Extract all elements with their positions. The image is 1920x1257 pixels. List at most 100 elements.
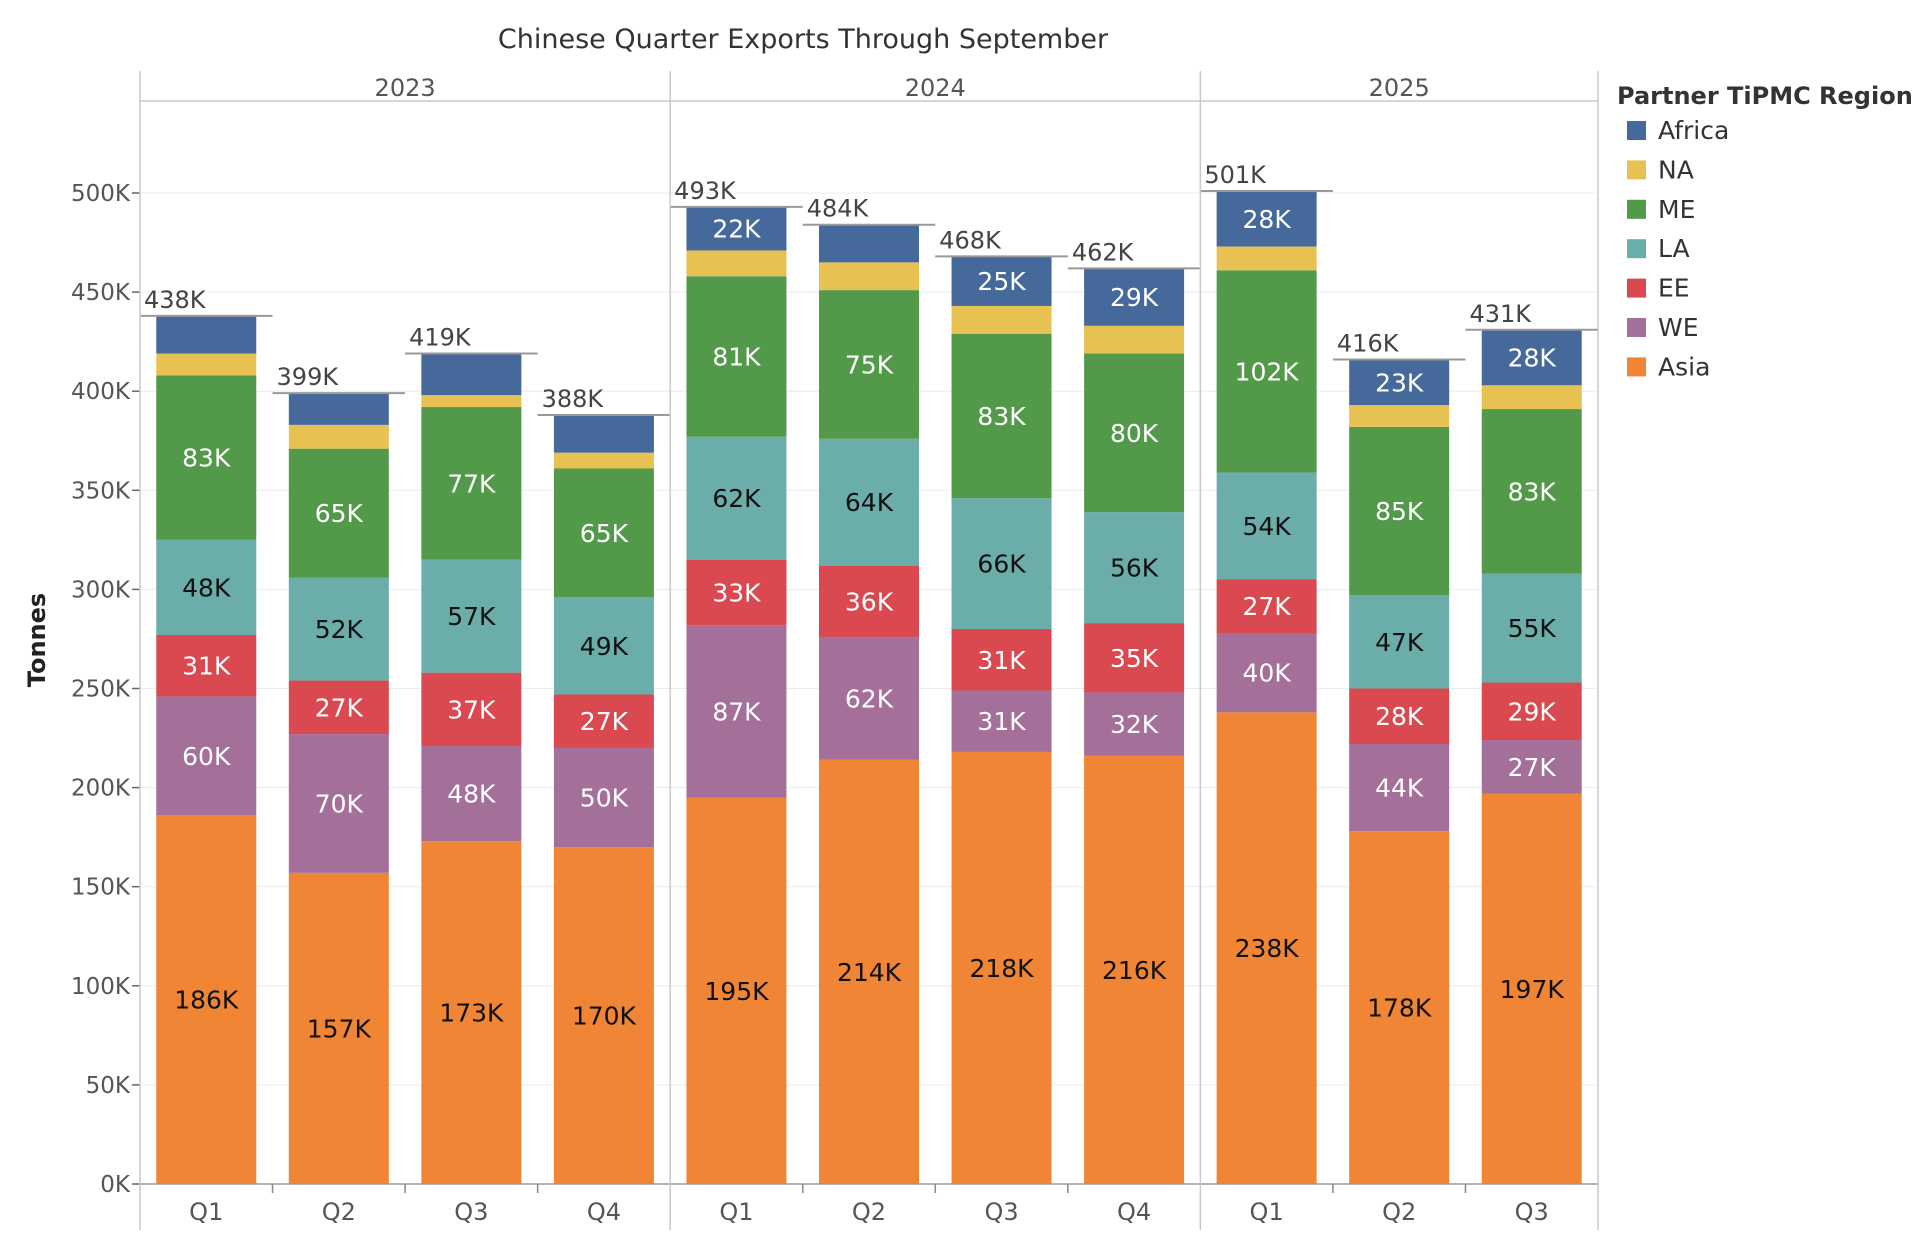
- bar-stack: 157K 70K 27K 52K 65K 399K: [272, 363, 406, 1184]
- bar-segment-me: [951, 333, 1052, 499]
- bar-segment-asia: [1084, 755, 1185, 1184]
- bar-stack: 173K 48K 37K 57K 77K 419K: [405, 324, 538, 1184]
- segment-label: 87K: [712, 697, 761, 726]
- y-tick-label: 0K: [100, 1172, 131, 1198]
- segment-label: 37K: [447, 695, 496, 724]
- bar-segment-asia: [686, 797, 787, 1184]
- bar-segment-la: [686, 436, 787, 560]
- segment-label: 77K: [447, 469, 496, 498]
- segment-label: 62K: [845, 684, 894, 713]
- bar-segment-ee: [1481, 682, 1582, 741]
- segment-label: 22K: [712, 215, 761, 244]
- total-label: 419K: [409, 324, 472, 352]
- total-label: 399K: [277, 363, 340, 391]
- year-header: 2023: [375, 74, 436, 102]
- x-tick-label: Q2: [1382, 1198, 1416, 1226]
- bar-segment-africa: [686, 206, 787, 251]
- bar-segment-ee: [951, 629, 1052, 691]
- bar-segment-asia: [553, 847, 654, 1184]
- segment-label: 83K: [977, 402, 1026, 431]
- legend-swatch-we: [1627, 318, 1646, 337]
- legend-swatch-me: [1627, 199, 1646, 219]
- bar-segment-me: [1084, 353, 1185, 513]
- segment-label: 85K: [1375, 497, 1424, 526]
- bar-segment-ee: [1084, 623, 1185, 693]
- x-tick-label: Q3: [1515, 1198, 1549, 1226]
- bar-segment-me: [421, 407, 522, 560]
- bar-segment-africa: [421, 353, 522, 396]
- bar-stack: 178K 44K 28K 47K 85K 23K 416K: [1332, 329, 1466, 1184]
- segment-label: 49K: [580, 632, 629, 661]
- bar-segment-we: [288, 734, 389, 873]
- y-tick-label: 350K: [71, 478, 131, 504]
- segment-label: 195K: [704, 977, 769, 1006]
- x-tick-label: Q4: [587, 1198, 621, 1226]
- bar-segment-na: [288, 424, 389, 449]
- total-label: 493K: [674, 177, 737, 205]
- segment-label: 27K: [1243, 592, 1292, 621]
- bar-segment-asia: [819, 759, 919, 1184]
- total-label: 462K: [1072, 238, 1135, 266]
- chart-title: Chinese Quarter Exports Through Septembe…: [498, 24, 1109, 55]
- x-tick-label: Q3: [984, 1198, 1018, 1226]
- legend-swatch-na: [1627, 160, 1646, 180]
- x-tick-label: Q4: [1117, 1198, 1151, 1226]
- segment-label: 216K: [1102, 956, 1167, 985]
- segment-label: 65K: [315, 499, 364, 528]
- total-label: 484K: [807, 195, 870, 223]
- bar-segment-la: [819, 438, 919, 566]
- bar-stack: 216K 32K 35K 56K 80K 29K 462K: [1067, 238, 1201, 1184]
- bar-segment-na: [1349, 405, 1450, 427]
- bar-segment-me: [156, 375, 257, 540]
- segment-label: 29K: [1110, 283, 1159, 312]
- segment-label: 75K: [845, 350, 894, 379]
- x-tick-label: Q1: [1250, 1198, 1284, 1226]
- segment-label: 65K: [580, 519, 629, 548]
- bar-segment-la: [288, 577, 389, 681]
- legend-label: NA: [1658, 155, 1694, 184]
- x-tick-label: Q1: [719, 1198, 753, 1226]
- y-axis-label: Tonnes: [23, 593, 51, 687]
- segment-label: 54K: [1243, 512, 1292, 541]
- bar-segment-ee: [156, 634, 257, 697]
- bar-segment-we: [1481, 740, 1582, 794]
- bar-stack: 214K 62K 36K 64K 75K 484K: [802, 195, 936, 1184]
- bar-stack: 186K 60K 31K 48K 83K 438K: [140, 286, 273, 1184]
- bar-segment-we: [553, 747, 654, 848]
- total-label: 468K: [939, 226, 1002, 254]
- bar-segment-me: [553, 468, 654, 598]
- bar-segment-la: [1084, 512, 1185, 624]
- segment-label: 31K: [182, 652, 231, 681]
- bar-segment-la: [1481, 573, 1582, 683]
- x-tick-label: Q3: [454, 1198, 488, 1226]
- legend-label: EE: [1658, 274, 1690, 303]
- bar-segment-asia: [951, 751, 1052, 1184]
- segment-label: 178K: [1367, 994, 1432, 1023]
- segment-label: 35K: [1110, 644, 1159, 673]
- bar-segment-na: [1216, 246, 1317, 271]
- year-header: 2025: [1369, 74, 1430, 102]
- segment-label: 29K: [1508, 697, 1557, 726]
- bar-segment-asia: [1216, 712, 1317, 1184]
- segment-label: 28K: [1243, 205, 1292, 234]
- bar-segment-asia: [156, 815, 257, 1184]
- segment-label: 40K: [1243, 659, 1292, 688]
- bar-segment-africa: [1349, 359, 1450, 406]
- bar-segment-me: [1349, 426, 1450, 596]
- segment-label: 83K: [1508, 477, 1557, 506]
- segment-label: 102K: [1235, 357, 1300, 386]
- segment-label: 62K: [712, 484, 761, 513]
- legend-label: Asia: [1658, 352, 1710, 381]
- bar-segment-africa: [288, 393, 389, 425]
- segment-label: 50K: [580, 784, 629, 813]
- bar-stack: 218K 31K 31K 66K 83K 25K 468K: [935, 226, 1068, 1184]
- total-label: 388K: [542, 385, 605, 413]
- bar-segment-la: [421, 559, 522, 673]
- y-tick-label: 400K: [71, 379, 131, 405]
- total-label: 431K: [1469, 300, 1532, 328]
- bar-segment-ee: [819, 565, 919, 637]
- bar-segment-we: [1084, 692, 1185, 756]
- segment-label: 57K: [447, 602, 496, 631]
- bar-segment-africa: [819, 224, 919, 263]
- legend-label: LA: [1658, 234, 1690, 263]
